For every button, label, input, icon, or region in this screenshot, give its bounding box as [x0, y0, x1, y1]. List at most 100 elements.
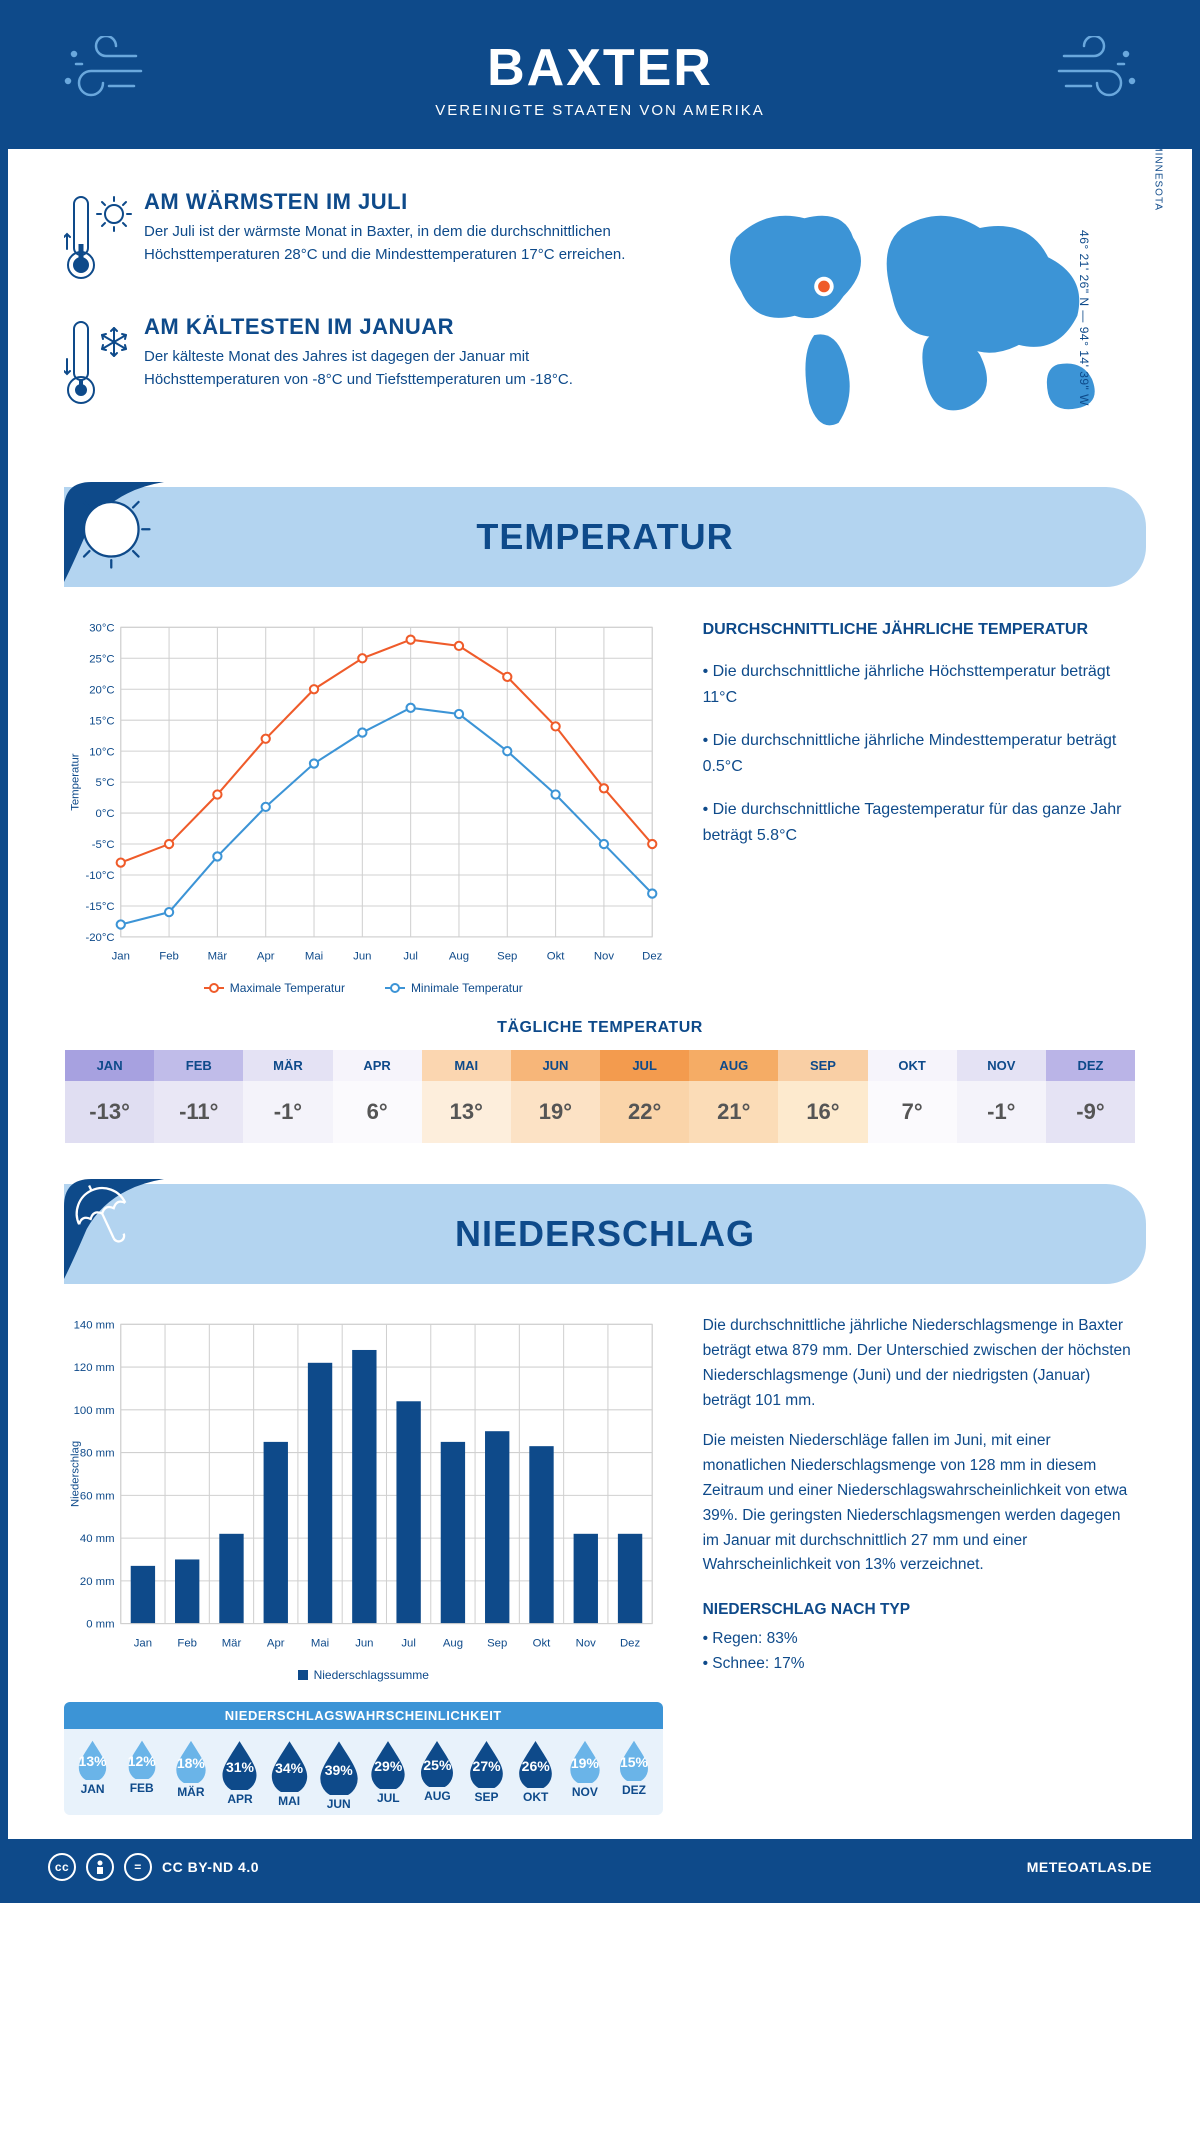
svg-text:0°C: 0°C	[96, 809, 115, 821]
intro-section: AM WÄRMSTEN IM JULI Der Juli ist der wär…	[64, 189, 1136, 447]
umbrella-icon	[64, 1184, 164, 1284]
svg-text:Mai: Mai	[311, 1638, 329, 1650]
svg-text:Mär: Mär	[208, 951, 228, 963]
daily-temp-cell: APR6°	[333, 1050, 422, 1143]
prob-cell: 15%DEZ	[609, 1739, 658, 1811]
svg-text:Jun: Jun	[353, 951, 371, 963]
temperature-info: DURCHSCHNITTLICHE JÄHRLICHE TEMPERATUR •…	[703, 617, 1136, 995]
precipitation-info: Die durchschnittliche jährliche Niedersc…	[703, 1314, 1136, 1676]
prob-cell: 31%APR	[215, 1739, 264, 1811]
svg-text:80 mm: 80 mm	[80, 1448, 115, 1460]
svg-text:25°C: 25°C	[89, 654, 114, 666]
svg-text:120 mm: 120 mm	[74, 1362, 115, 1374]
temperature-chart: -20°C-15°C-10°C-5°C0°C5°C10°C15°C20°C25°…	[64, 617, 663, 995]
site-name: METEOATLAS.DE	[1027, 1859, 1152, 1875]
temperature-banner: TEMPERATUR	[64, 487, 1146, 587]
precipitation-title: NIEDERSCHLAG	[164, 1213, 1146, 1255]
precipitation-banner: NIEDERSCHLAG	[64, 1184, 1146, 1284]
svg-text:Jan: Jan	[134, 1638, 152, 1650]
prob-cell: 39%JUN	[314, 1739, 364, 1811]
page-subtitle: VEREINIGTE STAATEN VON AMERIKA	[68, 102, 1132, 119]
cold-block: AM KÄLTESTEN IM JANUAR Der kälteste Mona…	[64, 314, 654, 419]
svg-text:Nov: Nov	[594, 951, 615, 963]
svg-text:Jun: Jun	[355, 1638, 373, 1650]
cc-icon: cc	[48, 1853, 76, 1881]
svg-text:Nov: Nov	[576, 1638, 597, 1650]
svg-text:Dez: Dez	[642, 951, 662, 963]
svg-text:0 mm: 0 mm	[86, 1619, 114, 1631]
svg-text:Sep: Sep	[487, 1638, 507, 1650]
prob-cell: 34%MAI	[265, 1739, 314, 1811]
world-map: MINNESOTA 46° 21' 26" N — 94° 14' 39" W	[707, 189, 1136, 447]
wind-icon	[56, 36, 146, 111]
thermometer-sun-icon	[64, 189, 144, 294]
legend-max: Maximale Temperatur	[204, 981, 345, 995]
svg-text:100 mm: 100 mm	[74, 1405, 115, 1417]
daily-temp-cell: AUG21°	[689, 1050, 778, 1143]
svg-text:5°C: 5°C	[96, 778, 115, 790]
svg-text:Feb: Feb	[159, 951, 179, 963]
svg-text:Jan: Jan	[112, 951, 130, 963]
page-footer: cc = CC BY-ND 4.0 METEOATLAS.DE	[8, 1839, 1192, 1895]
svg-text:140 mm: 140 mm	[74, 1320, 115, 1332]
prob-cell: 25%AUG	[413, 1739, 462, 1811]
daily-temp-cell: NOV-1°	[957, 1050, 1046, 1143]
svg-text:15°C: 15°C	[89, 716, 114, 728]
svg-text:Jul: Jul	[401, 1638, 416, 1650]
cold-text: Der kälteste Monat des Jahres ist dagege…	[144, 346, 654, 391]
warm-text: Der Juli ist der wärmste Monat in Baxter…	[144, 221, 654, 266]
prob-cell: 26%OKT	[511, 1739, 560, 1811]
daily-temp-title: TÄGLICHE TEMPERATUR	[64, 1019, 1136, 1037]
page-header: BAXTER VEREINIGTE STAATEN VON AMERIKA	[8, 8, 1192, 149]
prob-cell: 29%JUL	[364, 1739, 413, 1811]
svg-text:40 mm: 40 mm	[80, 1533, 115, 1545]
page-title: BAXTER	[68, 38, 1132, 98]
svg-text:Mai: Mai	[305, 951, 323, 963]
nd-icon: =	[124, 1853, 152, 1881]
svg-text:Mär: Mär	[222, 1638, 242, 1650]
svg-text:Sep: Sep	[497, 951, 517, 963]
daily-temp-cell: MÄR-1°	[243, 1050, 332, 1143]
coords-label: 46° 21' 26" N — 94° 14' 39" W	[1077, 230, 1091, 406]
daily-temp-cell: FEB-11°	[154, 1050, 243, 1143]
thermometer-snow-icon	[64, 314, 144, 419]
prob-cell: 19%NOV	[560, 1739, 609, 1811]
svg-text:10°C: 10°C	[89, 747, 114, 759]
svg-text:-20°C: -20°C	[85, 932, 114, 944]
svg-text:30°C: 30°C	[89, 623, 114, 635]
daily-temp-cell: JUL22°	[600, 1050, 689, 1143]
wind-icon	[1054, 36, 1144, 111]
svg-text:20°C: 20°C	[89, 685, 114, 697]
prob-cell: 27%SEP	[462, 1739, 511, 1811]
daily-temp-cell: JUN19°	[511, 1050, 600, 1143]
svg-text:Okt: Okt	[533, 1638, 551, 1650]
daily-temp-cell: JAN-13°	[65, 1050, 154, 1143]
precipitation-probability: NIEDERSCHLAGSWAHRSCHEINLICHKEIT 13%JAN 1…	[64, 1702, 663, 1815]
daily-temp-cell: SEP16°	[778, 1050, 867, 1143]
svg-text:20 mm: 20 mm	[80, 1576, 115, 1588]
precipitation-chart: 0 mm 20 mm 40 mm 60 mm 80 mm 100 mm 120 mm 140 …	[64, 1314, 663, 1682]
svg-text:Aug: Aug	[449, 951, 469, 963]
warm-title: AM WÄRMSTEN IM JULI	[144, 189, 654, 215]
daily-temp-cell: OKT7°	[868, 1050, 957, 1143]
prob-cell: 13%JAN	[68, 1739, 117, 1811]
daily-temp-cell: MAI13°	[422, 1050, 511, 1143]
svg-text:Apr: Apr	[267, 1638, 285, 1650]
svg-text:Aug: Aug	[443, 1638, 463, 1650]
legend-precip: Niederschlagssumme	[298, 1668, 429, 1682]
temperature-title: TEMPERATUR	[164, 516, 1146, 558]
legend-min: Minimale Temperatur	[385, 981, 523, 995]
svg-text:60 mm: 60 mm	[80, 1491, 115, 1503]
daily-temp-table: JAN-13°FEB-11°MÄR-1°APR6°MAI13°JUN19°JUL…	[64, 1049, 1136, 1144]
warm-block: AM WÄRMSTEN IM JULI Der Juli ist der wär…	[64, 189, 654, 294]
svg-text:Niederschlag: Niederschlag	[69, 1441, 81, 1507]
svg-text:Dez: Dez	[620, 1638, 641, 1650]
license-text: CC BY-ND 4.0	[162, 1859, 259, 1875]
prob-cell: 12%FEB	[117, 1739, 166, 1811]
svg-text:Temperatur: Temperatur	[69, 754, 81, 812]
cold-title: AM KÄLTESTEN IM JANUAR	[144, 314, 654, 340]
svg-text:-5°C: -5°C	[92, 840, 115, 852]
svg-text:Feb: Feb	[177, 1638, 197, 1650]
svg-text:Okt: Okt	[547, 951, 565, 963]
prob-cell: 18%MÄR	[166, 1739, 215, 1811]
